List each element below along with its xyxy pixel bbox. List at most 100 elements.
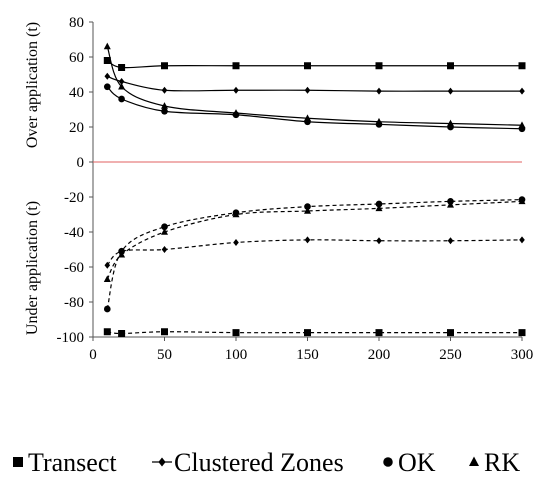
y-tick-label: -100 — [57, 330, 85, 346]
series-group — [103, 42, 526, 337]
marker-square — [232, 62, 240, 70]
marker-circle — [161, 107, 168, 115]
marker-square — [304, 62, 311, 70]
marker-diamond — [233, 239, 239, 246]
marker-triangle — [118, 250, 126, 258]
legend-label: Transect — [28, 448, 117, 477]
marker-diamond — [376, 237, 382, 245]
legend-item-transect: Transect — [13, 448, 117, 477]
marker-diamond — [161, 246, 168, 253]
y-tick-label: -80 — [64, 295, 84, 311]
marker-diamond — [376, 87, 382, 95]
series-transect — [103, 57, 526, 337]
x-tick-label: 300 — [511, 347, 534, 363]
series-ok — [103, 83, 526, 313]
marker-triangle — [103, 42, 111, 50]
marker-diamond — [104, 72, 111, 80]
marker-diamond — [519, 87, 525, 95]
marker-triangle — [469, 456, 479, 466]
legend-label: Clustered Zones — [174, 448, 344, 477]
y-tick-label: 40 — [69, 85, 84, 101]
marker-square — [375, 329, 383, 337]
series-line-under-rk — [106, 200, 523, 280]
legend-label: OK — [398, 448, 436, 477]
marker-triangle — [375, 117, 383, 125]
marker-square — [447, 62, 454, 70]
legend-item-rk: RK — [469, 448, 520, 477]
x-tick-label: 0 — [89, 347, 97, 363]
marker-circle — [103, 83, 111, 91]
marker-square — [118, 330, 126, 337]
marker-triangle — [304, 114, 311, 122]
legend-label: RK — [484, 448, 520, 477]
marker-triangle — [103, 275, 111, 283]
y-tick-label: 0 — [77, 155, 85, 171]
y-tick-label: -40 — [64, 225, 84, 241]
marker-square — [118, 64, 126, 71]
marker-triangle — [375, 204, 383, 212]
y-axis-label-under: Under application (t) — [24, 201, 41, 335]
marker-triangle — [447, 201, 454, 208]
marker-diamond — [233, 86, 239, 94]
marker-triangle — [518, 197, 526, 205]
x-tick-label: 50 — [157, 347, 172, 363]
marker-diamond — [304, 236, 311, 244]
legend-item-clustered-zones: Clustered Zones — [152, 448, 344, 477]
marker-triangle — [447, 119, 454, 127]
marker-square — [304, 329, 311, 337]
y-tick-label: -60 — [64, 260, 84, 276]
series-line-under-ok — [106, 199, 523, 310]
series-line-over-ok — [106, 86, 523, 130]
marker-circle — [304, 203, 311, 210]
marker-square — [13, 457, 23, 467]
marker-square — [518, 62, 526, 70]
y-tick-label: 20 — [69, 120, 84, 136]
marker-triangle — [161, 228, 168, 235]
y-tick-label: 60 — [69, 50, 84, 66]
marker-triangle — [518, 121, 526, 129]
y-axis-label-over: Over application (t) — [24, 22, 41, 148]
marker-triangle — [232, 109, 240, 116]
marker-triangle — [304, 207, 311, 214]
marker-square — [518, 329, 526, 337]
marker-square — [375, 62, 383, 70]
marker-diamond — [447, 237, 454, 245]
marker-diamond — [447, 87, 454, 95]
marker-diamond — [519, 236, 525, 244]
series-line-under-clustered-zones — [106, 239, 523, 266]
marker-square — [103, 57, 111, 64]
marker-circle — [375, 200, 383, 208]
marker-square — [161, 62, 168, 70]
x-tick-label: 200 — [368, 347, 391, 363]
x-tick-label: 100 — [225, 347, 248, 363]
marker-circle — [118, 95, 125, 103]
marker-circle — [383, 457, 393, 467]
marker-circle — [161, 223, 168, 231]
legend: Transect Clustered Zones OK RK — [13, 448, 520, 477]
marker-circle — [103, 305, 111, 313]
series-clustered-zones — [104, 72, 525, 269]
marker-triangle — [118, 82, 126, 90]
marker-diamond — [104, 261, 111, 269]
x-tick-label: 150 — [296, 347, 319, 363]
marker-triangle — [161, 102, 168, 109]
series-line-over-transect — [106, 59, 522, 69]
marker-diamond — [161, 86, 168, 94]
marker-diamond — [118, 78, 125, 85]
marker-diamond — [304, 86, 311, 94]
marker-diamond — [158, 457, 166, 467]
series-rk — [103, 42, 526, 283]
marker-square — [161, 328, 168, 336]
series-line-over-clustered-zones — [107, 75, 522, 92]
marker-triangle — [232, 210, 240, 218]
series-line-over-rk — [106, 46, 523, 126]
x-tick-label: 250 — [439, 347, 462, 363]
marker-square — [103, 328, 111, 336]
marker-square — [232, 329, 240, 337]
legend-item-ok: OK — [383, 448, 436, 477]
y-tick-label: 80 — [69, 15, 84, 31]
series-line-under-transect — [107, 331, 522, 335]
marker-square — [447, 329, 454, 337]
